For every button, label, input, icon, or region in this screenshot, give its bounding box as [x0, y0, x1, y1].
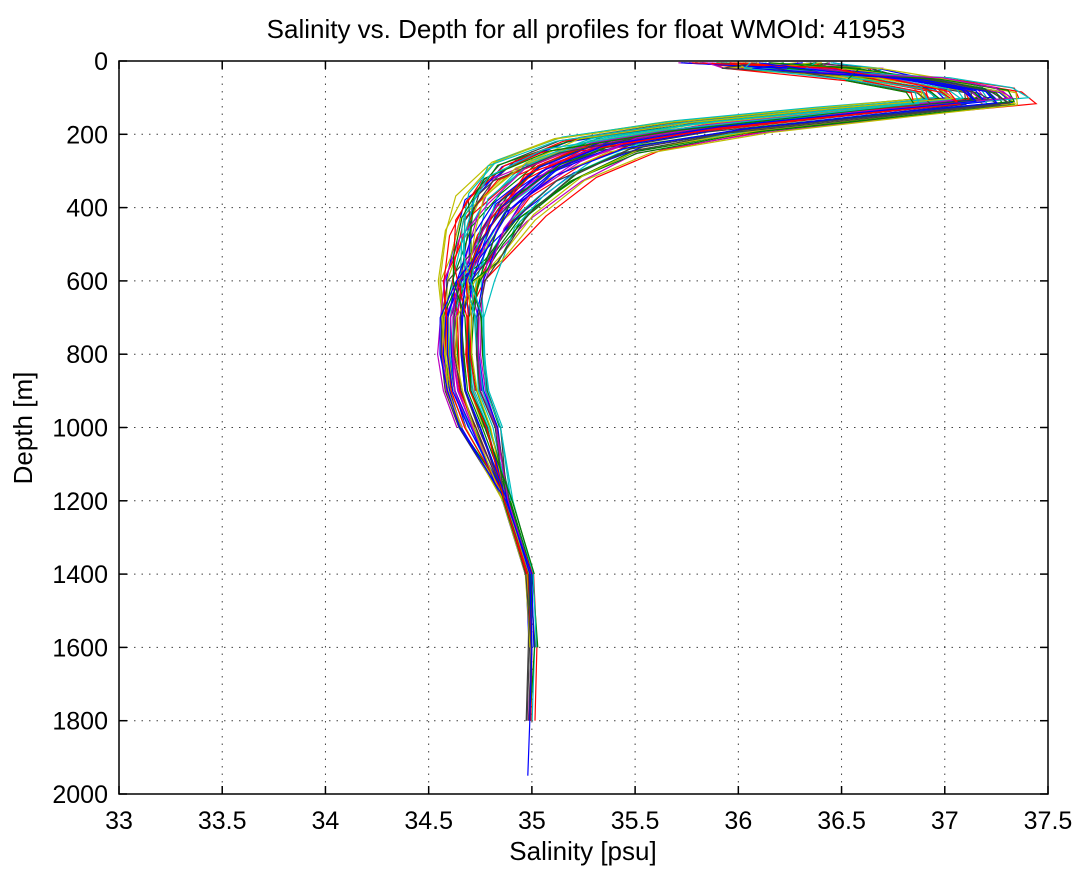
- x-tick-label: 36: [724, 807, 752, 835]
- x-tick-label: 34: [312, 807, 340, 835]
- x-tick-label: 33: [105, 807, 133, 835]
- x-tick-label: 34.5: [404, 807, 453, 835]
- salinity-profile-line: [467, 62, 939, 648]
- y-tick-label: 1200: [52, 488, 108, 516]
- y-axis-label: Depth [m]: [8, 372, 38, 485]
- y-tick-label: 1800: [52, 708, 108, 736]
- x-tick-label: 33.5: [198, 807, 247, 835]
- x-axis-label: Salinity [psu]: [509, 836, 656, 866]
- salinity-profile-line: [477, 62, 1015, 575]
- y-tick-label: 200: [66, 121, 108, 149]
- x-tick-label: 37.5: [1024, 807, 1073, 835]
- salinity-profile-line: [465, 62, 959, 575]
- salinity-profiles: [436, 62, 1038, 776]
- y-tick-label: 400: [66, 195, 108, 223]
- salinity-profile-line: [462, 62, 920, 428]
- salinity-profile-line: [455, 62, 1019, 648]
- x-tick-label: 35: [518, 807, 546, 835]
- y-tick-label: 1400: [52, 561, 108, 589]
- y-tick-label: 600: [66, 268, 108, 296]
- y-tick-label: 2000: [52, 781, 108, 809]
- x-tick-labels: 33 33.5 34 34.5 35 35.5 36 36.5 37 37.5: [105, 807, 1072, 835]
- x-tick-label: 36.5: [817, 807, 866, 835]
- salinity-profile-line: [439, 62, 931, 648]
- y-tick-label: 800: [66, 341, 108, 369]
- y-tick-labels: 0 200 400 600 800 1000 1200 1400 1600 1800 2000: [52, 48, 108, 809]
- representative-profile-line: [461, 62, 977, 776]
- y-tick-label: 1000: [52, 415, 108, 443]
- y-tick-label: 0: [94, 48, 108, 76]
- salinity-profile-line: [439, 62, 999, 648]
- salinity-profile-line: [465, 62, 962, 391]
- salinity-profile-line: [459, 62, 979, 648]
- chart-title: Salinity vs. Depth for all profiles for …: [267, 14, 906, 44]
- x-tick-label: 35.5: [611, 807, 660, 835]
- axis-ticks: [118, 60, 1049, 795]
- y-tick-label: 1600: [52, 634, 108, 662]
- x-tick-label: 37: [931, 807, 959, 835]
